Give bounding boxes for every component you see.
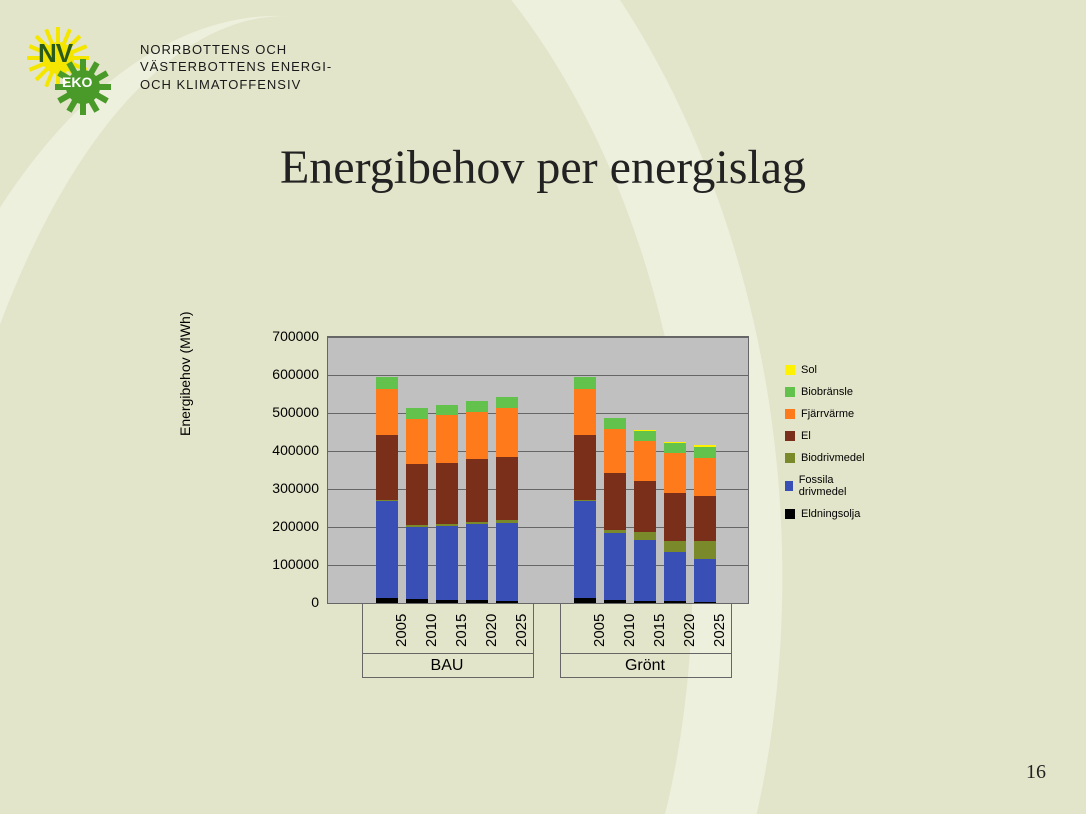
bar-segment-fossila: [664, 552, 686, 601]
bar: [634, 430, 656, 603]
org-line: NORRBOTTENS OCH: [140, 41, 332, 59]
bar-segment-fossila: [604, 533, 626, 600]
bar-segment-el: [406, 464, 428, 525]
header-logo-block: NV EKO NORRBOTTENS OCH VÄSTERBOTTENS ENE…: [28, 28, 332, 106]
legend-item: Fossila drivmedel: [785, 474, 865, 498]
legend-label: Sol: [801, 364, 817, 376]
group-box: [560, 603, 732, 654]
logo-text-eko: EKO: [62, 74, 92, 90]
org-line: OCH KLIMATOFFENSIV: [140, 76, 332, 94]
bar-segment-fossila: [574, 501, 596, 598]
legend-label: Eldningsolja: [801, 508, 860, 520]
bar-segment-biobr: [694, 447, 716, 458]
legend-label: Fossila drivmedel: [799, 474, 865, 498]
legend-swatch: [785, 387, 795, 397]
bar-segment-fossila: [694, 559, 716, 603]
bar: [664, 442, 686, 603]
bar-segment-el: [496, 457, 518, 520]
legend-item: Eldningsolja: [785, 508, 865, 520]
y-tick: 700000: [249, 328, 319, 344]
bar-segment-el: [694, 496, 716, 542]
bar: [694, 445, 716, 603]
bar-segment-biobr: [376, 377, 398, 390]
bar-segment-fjarr: [574, 389, 596, 435]
bar-segment-fossila: [496, 523, 518, 601]
group-box: [362, 603, 534, 654]
logo-text-nv: NV: [38, 38, 72, 69]
y-tick: 0: [249, 594, 319, 610]
y-tick: 100000: [249, 556, 319, 572]
group-label-box: [560, 653, 732, 678]
bar: [496, 397, 518, 603]
legend: Sol Biobränsle Fjärrvärme El Biodrivmedel Fos…: [785, 364, 865, 530]
bar-segment-biodriv: [664, 541, 686, 552]
y-tick: 200000: [249, 518, 319, 534]
bar-segment-fossila: [634, 540, 656, 601]
legend-label: Biodrivmedel: [801, 452, 865, 464]
bar-segment-el: [376, 435, 398, 500]
bar: [436, 405, 458, 603]
bar: [376, 377, 398, 603]
bar-segment-el: [436, 463, 458, 524]
org-line: VÄSTERBOTTENS ENERGI-: [140, 58, 332, 76]
legend-item: Biobränsle: [785, 386, 865, 398]
bar-segment-biodriv: [634, 532, 656, 540]
legend-item: El: [785, 430, 865, 442]
bar-segment-fjarr: [376, 389, 398, 435]
bar-segment-fossila: [376, 501, 398, 598]
bar: [574, 377, 596, 603]
y-tick: 600000: [249, 366, 319, 382]
bar-segment-fossila: [406, 527, 428, 599]
y-tick: 400000: [249, 442, 319, 458]
bar-segment-biobr: [436, 405, 458, 416]
bar-segment-el: [574, 435, 596, 500]
legend-swatch: [785, 409, 795, 419]
bar-segment-fjarr: [466, 412, 488, 460]
bar-segment-fjarr: [406, 419, 428, 465]
bar-segment-biobr: [406, 408, 428, 419]
legend-item: Sol: [785, 364, 865, 376]
bar-segment-biobr: [604, 418, 626, 429]
bar-segment-fossila: [466, 524, 488, 600]
legend-swatch: [785, 481, 793, 491]
bar-segment-fjarr: [694, 458, 716, 496]
legend-item: Biodrivmedel: [785, 452, 865, 464]
y-tick: 500000: [249, 404, 319, 420]
legend-label: El: [801, 430, 811, 442]
bar-segment-biobr: [574, 377, 596, 390]
legend-swatch: [785, 365, 795, 375]
bar-segment-biobr: [496, 397, 518, 408]
bar-segment-fjarr: [436, 415, 458, 463]
bar: [466, 401, 488, 603]
page-title: Energibehov per energislag: [0, 140, 1086, 195]
legend-swatch: [785, 453, 795, 463]
bar-segment-el: [634, 481, 656, 532]
legend-swatch: [785, 431, 795, 441]
bar-segment-biobr: [664, 443, 686, 454]
bar-segment-el: [604, 473, 626, 530]
bar-segment-fjarr: [604, 429, 626, 473]
bar: [604, 418, 626, 603]
y-axis-label: Energibehov (MWh): [177, 312, 193, 437]
logo-badge: NV EKO: [28, 28, 116, 106]
legend-item: Fjärrvärme: [785, 408, 865, 420]
legend-label: Biobränsle: [801, 386, 853, 398]
bar-segment-biobr: [634, 431, 656, 442]
legend-label: Fjärrvärme: [801, 408, 854, 420]
bar-segment-el: [664, 493, 686, 541]
bar-segment-fjarr: [634, 441, 656, 481]
y-tick: 300000: [249, 480, 319, 496]
bar-segment-fjarr: [496, 408, 518, 457]
bar-segment-biobr: [466, 401, 488, 412]
plot-area: 20052010201520202025BAU20052010201520202…: [327, 336, 749, 604]
bar-segment-fossila: [436, 526, 458, 600]
bar-segment-el: [466, 459, 488, 522]
bar-segment-biodriv: [694, 541, 716, 558]
org-name: NORRBOTTENS OCH VÄSTERBOTTENS ENERGI- OC…: [140, 41, 332, 94]
legend-swatch: [785, 509, 795, 519]
page-number: 16: [1026, 761, 1046, 784]
bar: [406, 408, 428, 603]
bar-segment-fjarr: [664, 453, 686, 493]
group-label-box: [362, 653, 534, 678]
